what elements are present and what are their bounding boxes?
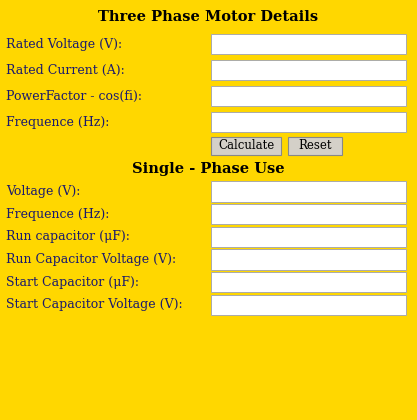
Text: Reset: Reset bbox=[298, 139, 332, 152]
Text: Run capacitor (μF):: Run capacitor (μF): bbox=[6, 231, 130, 243]
FancyBboxPatch shape bbox=[211, 181, 406, 202]
Text: Rated Current (A):: Rated Current (A): bbox=[6, 64, 125, 76]
FancyBboxPatch shape bbox=[211, 272, 406, 292]
Text: Frequence (Hz):: Frequence (Hz): bbox=[6, 208, 110, 221]
FancyBboxPatch shape bbox=[211, 227, 406, 247]
Text: Calculate: Calculate bbox=[218, 139, 274, 152]
Text: Start Capacitor (μF):: Start Capacitor (μF): bbox=[6, 276, 139, 289]
FancyBboxPatch shape bbox=[211, 249, 406, 270]
FancyBboxPatch shape bbox=[211, 295, 406, 315]
Text: Start Capacitor Voltage (V):: Start Capacitor Voltage (V): bbox=[6, 299, 183, 311]
FancyBboxPatch shape bbox=[288, 136, 342, 155]
Text: Three Phase Motor Details: Three Phase Motor Details bbox=[98, 10, 319, 24]
Text: Single - Phase Use: Single - Phase Use bbox=[132, 162, 285, 176]
Text: Run Capacitor Voltage (V):: Run Capacitor Voltage (V): bbox=[6, 253, 176, 266]
FancyBboxPatch shape bbox=[211, 112, 406, 132]
Text: Voltage (V):: Voltage (V): bbox=[6, 185, 80, 198]
FancyBboxPatch shape bbox=[211, 86, 406, 106]
FancyBboxPatch shape bbox=[211, 60, 406, 80]
FancyBboxPatch shape bbox=[211, 204, 406, 224]
Text: Rated Voltage (V):: Rated Voltage (V): bbox=[6, 38, 122, 50]
FancyBboxPatch shape bbox=[211, 34, 406, 54]
Text: Frequence (Hz):: Frequence (Hz): bbox=[6, 116, 110, 129]
Text: PowerFactor - cos(fi):: PowerFactor - cos(fi): bbox=[6, 90, 142, 102]
FancyBboxPatch shape bbox=[211, 136, 281, 155]
